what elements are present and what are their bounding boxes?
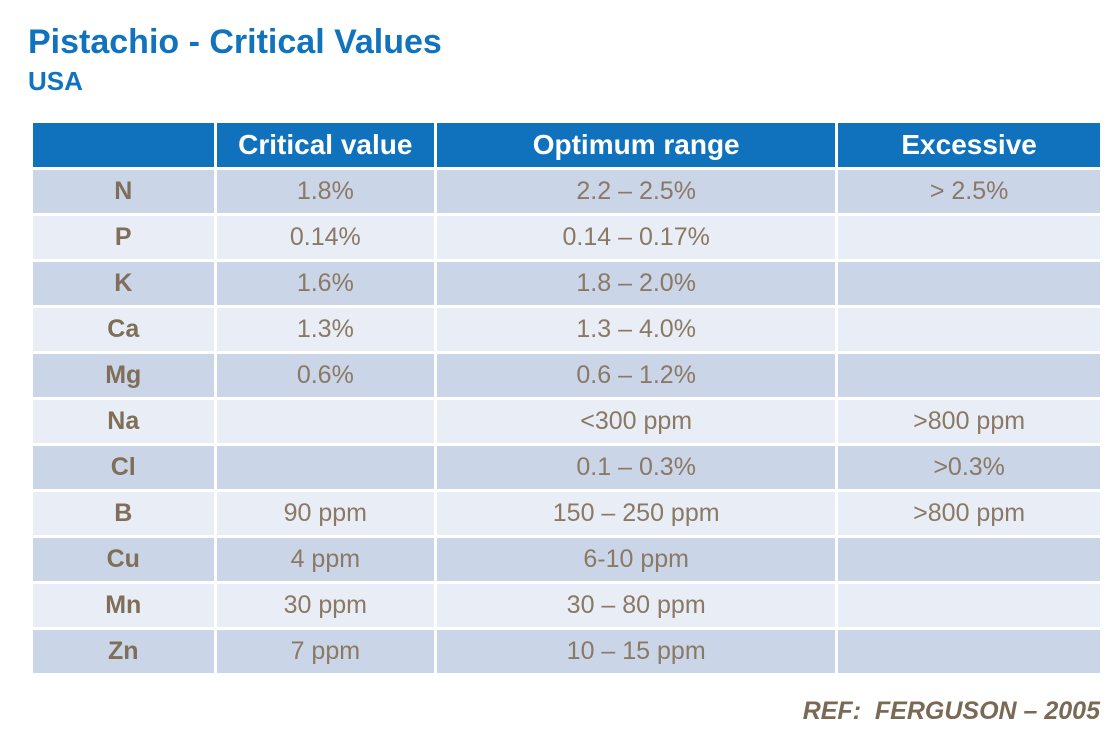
critical-value-cell: 30 ppm [216, 584, 435, 627]
optimum-range-cell: <300 ppm [437, 400, 836, 443]
critical-value-cell: 1.8% [216, 170, 435, 213]
optimum-range-cell: 30 – 80 ppm [437, 584, 836, 627]
element-symbol: Cu [33, 538, 214, 581]
optimum-range-cell: 150 – 250 ppm [437, 492, 836, 535]
critical-value-cell: 90 ppm [216, 492, 435, 535]
excessive-cell [838, 262, 1100, 305]
element-symbol: Na [33, 400, 214, 443]
critical-value-cell [216, 400, 435, 443]
element-symbol: Zn [33, 630, 214, 673]
page-subtitle: USA [28, 66, 83, 96]
table-row-k: K 1.6% 1.8 – 2.0% [33, 262, 1100, 305]
column-header-critical-value: Critical value [216, 123, 435, 167]
optimum-range-cell: 6-10 ppm [437, 538, 836, 581]
table-row-mg: Mg 0.6% 0.6 – 1.2% [33, 354, 1100, 397]
critical-values-table: Critical value Optimum range Excessive N… [30, 120, 1103, 676]
element-symbol: Mg [33, 354, 214, 397]
table-row-cu: Cu 4 ppm 6-10 ppm [33, 538, 1100, 581]
optimum-range-cell: 1.8 – 2.0% [437, 262, 836, 305]
element-symbol: N [33, 170, 214, 213]
optimum-range-cell: 1.3 – 4.0% [437, 308, 836, 351]
excessive-cell: > 2.5% [838, 170, 1100, 213]
critical-value-cell: 4 ppm [216, 538, 435, 581]
critical-value-cell: 7 ppm [216, 630, 435, 673]
table-row-b: B 90 ppm 150 – 250 ppm >800 ppm [33, 492, 1100, 535]
critical-value-cell [216, 446, 435, 489]
critical-value-cell: 0.6% [216, 354, 435, 397]
column-header-element [33, 123, 214, 167]
optimum-range-cell: 10 – 15 ppm [437, 630, 836, 673]
element-symbol: Mn [33, 584, 214, 627]
column-header-optimum-range: Optimum range [437, 123, 836, 167]
element-symbol: Cl [33, 446, 214, 489]
table-header-row: Critical value Optimum range Excessive [33, 123, 1100, 167]
critical-value-cell: 0.14% [216, 216, 435, 259]
excessive-cell [838, 538, 1100, 581]
table-row-ca: Ca 1.3% 1.3 – 4.0% [33, 308, 1100, 351]
column-header-excessive: Excessive [838, 123, 1100, 167]
table-row-p: P 0.14% 0.14 – 0.17% [33, 216, 1100, 259]
table-row-n: N 1.8% 2.2 – 2.5% > 2.5% [33, 170, 1100, 213]
table-row-zn: Zn 7 ppm 10 – 15 ppm [33, 630, 1100, 673]
excessive-cell [838, 584, 1100, 627]
optimum-range-cell: 0.14 – 0.17% [437, 216, 836, 259]
optimum-range-cell: 0.6 – 1.2% [437, 354, 836, 397]
excessive-cell [838, 630, 1100, 673]
table-row-mn: Mn 30 ppm 30 – 80 ppm [33, 584, 1100, 627]
excessive-cell: >0.3% [838, 446, 1100, 489]
element-symbol: K [33, 262, 214, 305]
excessive-cell [838, 308, 1100, 351]
element-symbol: Ca [33, 308, 214, 351]
page-title: Pistachio - Critical Values [28, 23, 442, 61]
element-symbol: P [33, 216, 214, 259]
element-symbol: B [33, 492, 214, 535]
excessive-cell: >800 ppm [838, 400, 1100, 443]
table-row-cl: Cl 0.1 – 0.3% >0.3% [33, 446, 1100, 489]
excessive-cell [838, 216, 1100, 259]
optimum-range-cell: 2.2 – 2.5% [437, 170, 836, 213]
table-row-na: Na <300 ppm >800 ppm [33, 400, 1100, 443]
critical-value-cell: 1.3% [216, 308, 435, 351]
excessive-cell [838, 354, 1100, 397]
critical-value-cell: 1.6% [216, 262, 435, 305]
excessive-cell: >800 ppm [838, 492, 1100, 535]
optimum-range-cell: 0.1 – 0.3% [437, 446, 836, 489]
reference-note: REF: FERGUSON – 2005 [802, 697, 1100, 725]
